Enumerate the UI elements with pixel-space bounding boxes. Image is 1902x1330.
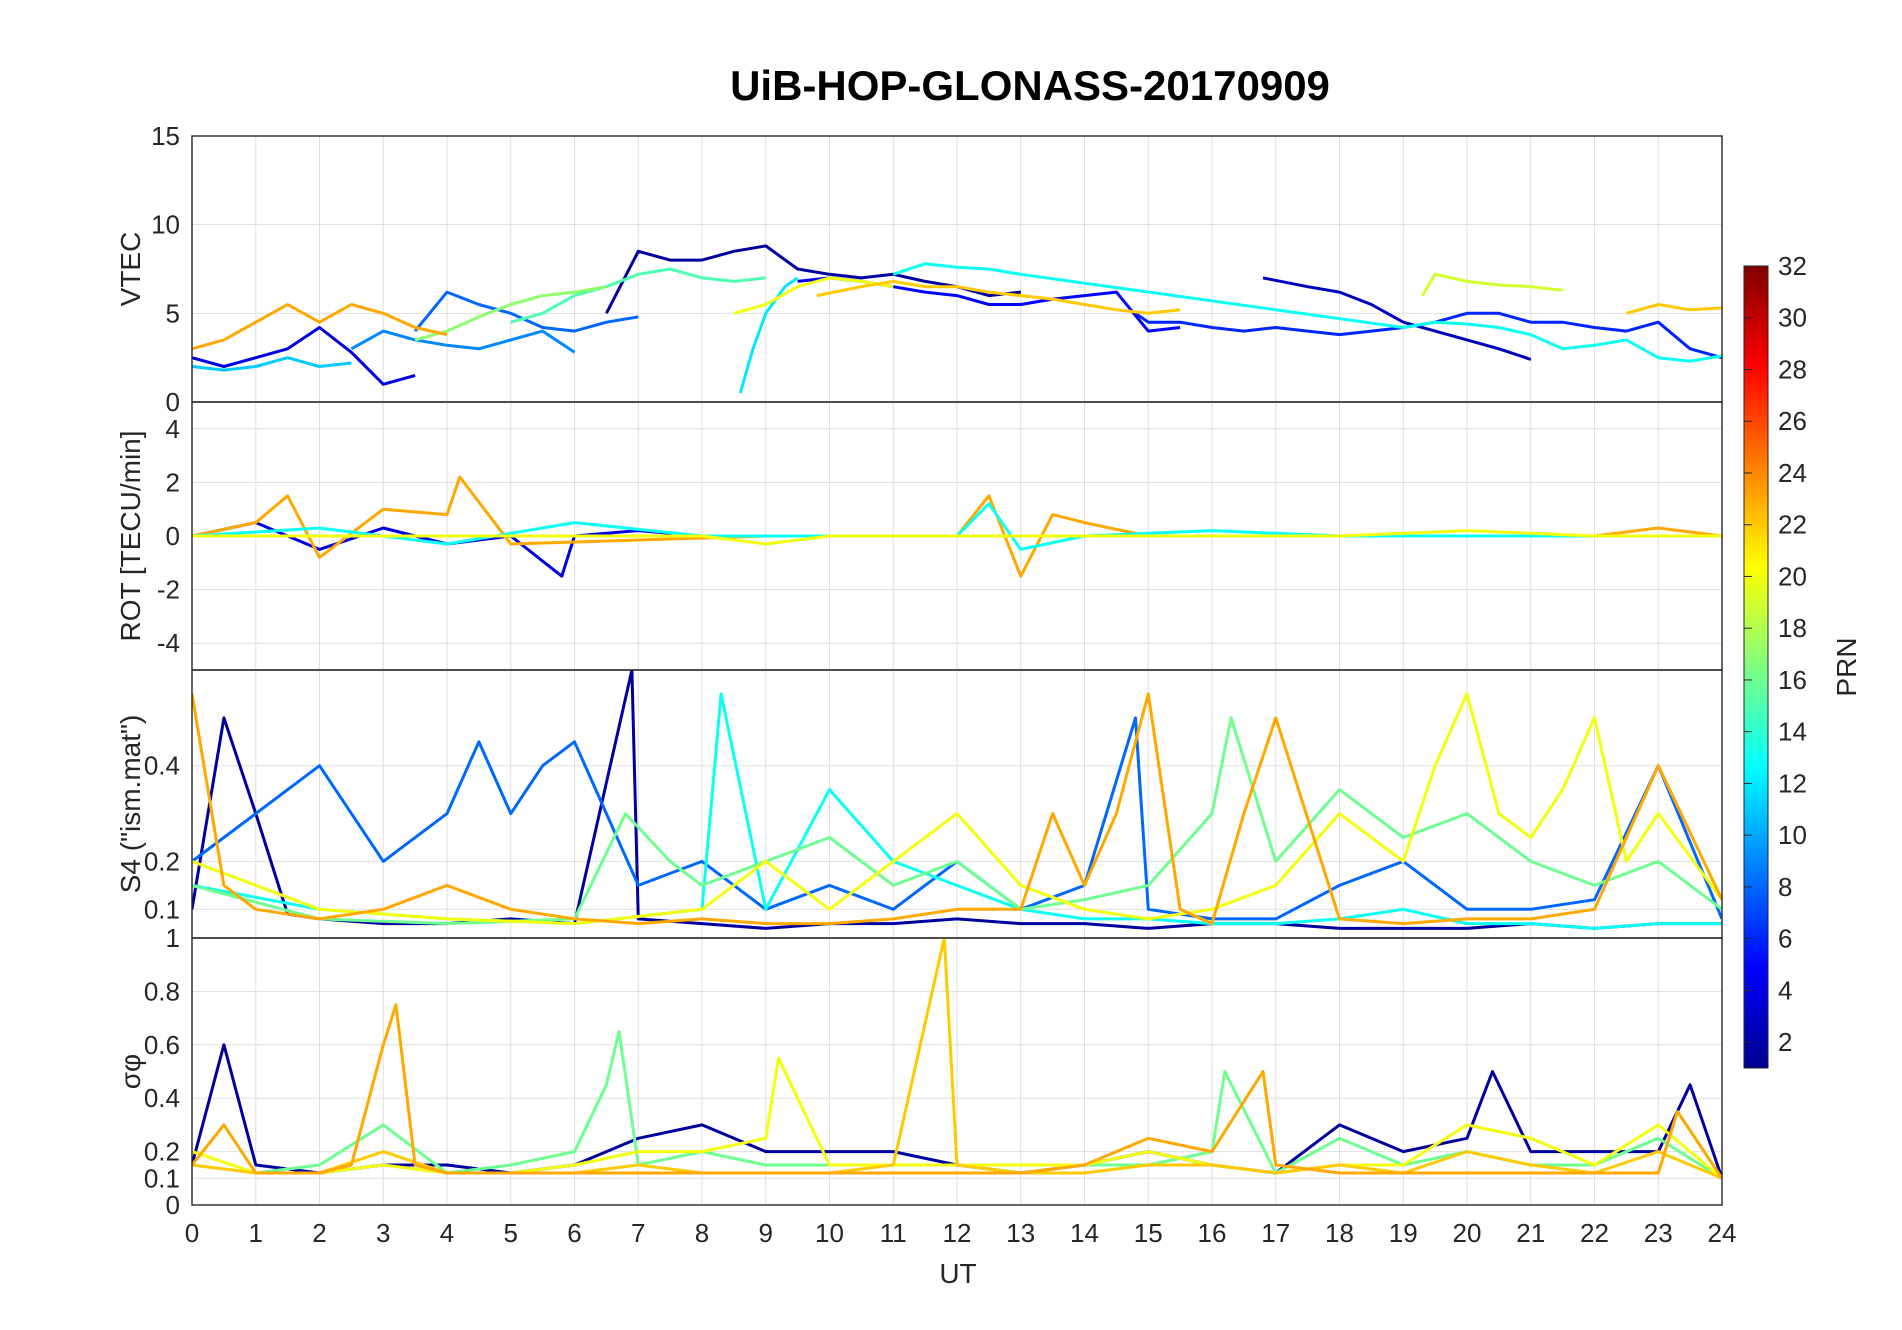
colorbar-tick-label: 18 — [1778, 613, 1807, 643]
x-tick-label: 2 — [312, 1218, 326, 1248]
x-tick-label: 15 — [1134, 1218, 1163, 1248]
colorbar-tick-label: 24 — [1778, 458, 1807, 488]
y-tick-label: 0.6 — [144, 1030, 180, 1060]
series-prn-23 — [192, 303, 448, 351]
colorbar-tick-label: 32 — [1778, 251, 1807, 281]
x-tick-label: 18 — [1325, 1218, 1354, 1248]
series-prn-23 — [192, 1003, 1722, 1180]
series-prn-22b — [1626, 303, 1722, 315]
series-prn-6 — [1134, 311, 1722, 360]
x-tick-label: 23 — [1644, 1218, 1673, 1248]
series-prn-13 — [892, 262, 1722, 363]
colorbar-tick-label: 22 — [1778, 510, 1807, 540]
colorbar-tick-label: 30 — [1778, 303, 1807, 333]
chart-title: UiB-HOP-GLONASS-20170909 — [730, 62, 1330, 109]
series-prn-8 — [413, 290, 639, 333]
series-prn-4 — [192, 326, 416, 386]
colorbar-tick-label: 14 — [1778, 717, 1807, 747]
panel-0-traces — [192, 244, 1722, 394]
panel-1-traces — [192, 475, 1722, 578]
series-prn-8 — [192, 716, 1722, 921]
series-prn-23 — [192, 692, 1722, 926]
series-prn-19 — [1421, 272, 1563, 297]
x-tick-label: 6 — [567, 1218, 581, 1248]
x-tick-label: 22 — [1580, 1218, 1609, 1248]
series-prn-17 — [414, 285, 607, 342]
x-tick-label: 14 — [1070, 1218, 1099, 1248]
x-tick-label: 3 — [376, 1218, 390, 1248]
x-axis-label: UT — [939, 1258, 976, 1289]
colorbar-tick-label: 2 — [1778, 1027, 1792, 1057]
y-tick-label: 0 — [166, 521, 180, 551]
series-prn-12 — [738, 276, 799, 394]
colorbar-tick-label: 4 — [1778, 975, 1792, 1005]
y-tick-label: 0.1 — [144, 894, 180, 924]
x-tick-label: 10 — [815, 1218, 844, 1248]
x-tick-label: 4 — [440, 1218, 454, 1248]
y-tick-label: 0.2 — [144, 1137, 180, 1167]
x-tick-label: 9 — [759, 1218, 773, 1248]
x-tick-label: 7 — [631, 1218, 645, 1248]
series-prn-20 — [192, 529, 1722, 546]
colorbar-tick-label: 16 — [1778, 665, 1807, 695]
x-tick-label: 17 — [1261, 1218, 1290, 1248]
series-prn-20 — [192, 692, 1722, 926]
panel-2-traces — [192, 670, 1722, 930]
series-prn-22 — [816, 279, 1181, 315]
colorbar-gradient — [1743, 265, 1769, 1069]
series-prn-20 — [733, 276, 894, 315]
y-tick-label: 1 — [166, 923, 180, 953]
y-tick-label: 0.2 — [144, 846, 180, 876]
y-tick-label: 10 — [151, 210, 180, 240]
colorbar-tick-label: 28 — [1778, 354, 1807, 384]
y-tick-label: 0 — [166, 387, 180, 417]
colorbar-tick-label: 26 — [1778, 406, 1807, 436]
y-axis-label: ROT [TECU/min] — [115, 430, 146, 641]
y-axis-label: VTEC — [115, 232, 146, 307]
x-tick-label: 13 — [1006, 1218, 1035, 1248]
y-tick-label: 0.1 — [144, 1163, 180, 1193]
x-tick-label: 24 — [1708, 1218, 1737, 1248]
colorbar-tick-label: 12 — [1778, 768, 1807, 798]
x-tick-label: 20 — [1453, 1218, 1482, 1248]
colorbar-tick-label: 20 — [1778, 561, 1807, 591]
x-tick-label: 8 — [695, 1218, 709, 1248]
series-prn-16 — [192, 716, 1722, 926]
y-tick-label: 0.8 — [144, 976, 180, 1006]
x-tick-label: 16 — [1198, 1218, 1227, 1248]
x-tick-label: 21 — [1516, 1218, 1545, 1248]
y-tick-label: 0.4 — [144, 751, 180, 781]
y-tick-label: 15 — [151, 121, 180, 151]
y-tick-label: 4 — [166, 414, 180, 444]
x-tick-label: 12 — [943, 1218, 972, 1248]
colorbar-tick-label: 6 — [1778, 924, 1792, 954]
x-tick-label: 19 — [1389, 1218, 1418, 1248]
panel-3-traces — [192, 938, 1722, 1180]
x-tick-label: 5 — [504, 1218, 518, 1248]
series-prn-15 — [510, 267, 766, 324]
y-tick-label: 2 — [166, 467, 180, 497]
colorbar-tick-label: 10 — [1778, 820, 1807, 850]
y-axis-label: σφ — [115, 1054, 146, 1089]
series-prn-9 — [350, 329, 576, 354]
y-tick-label: 5 — [166, 298, 180, 328]
series-prn-3 — [1262, 276, 1532, 361]
panel-frame — [191, 937, 1723, 1206]
y-tick-label: 0.4 — [144, 1083, 180, 1113]
y-tick-label: 0 — [166, 1190, 180, 1220]
y-tick-label: -2 — [157, 575, 180, 605]
x-tick-label: 11 — [880, 1218, 907, 1248]
colorbar-tick-label: 8 — [1778, 872, 1792, 902]
series-prn-5 — [797, 276, 1181, 333]
x-tick-label: 1 — [249, 1218, 263, 1248]
x-tick-label: 0 — [185, 1218, 199, 1248]
colorbar-label: PRN — [1831, 637, 1862, 696]
y-tick-label: -4 — [157, 628, 180, 658]
series-prn-11 — [192, 356, 352, 372]
y-axis-label: S4 ("ism.mat") — [115, 715, 146, 894]
